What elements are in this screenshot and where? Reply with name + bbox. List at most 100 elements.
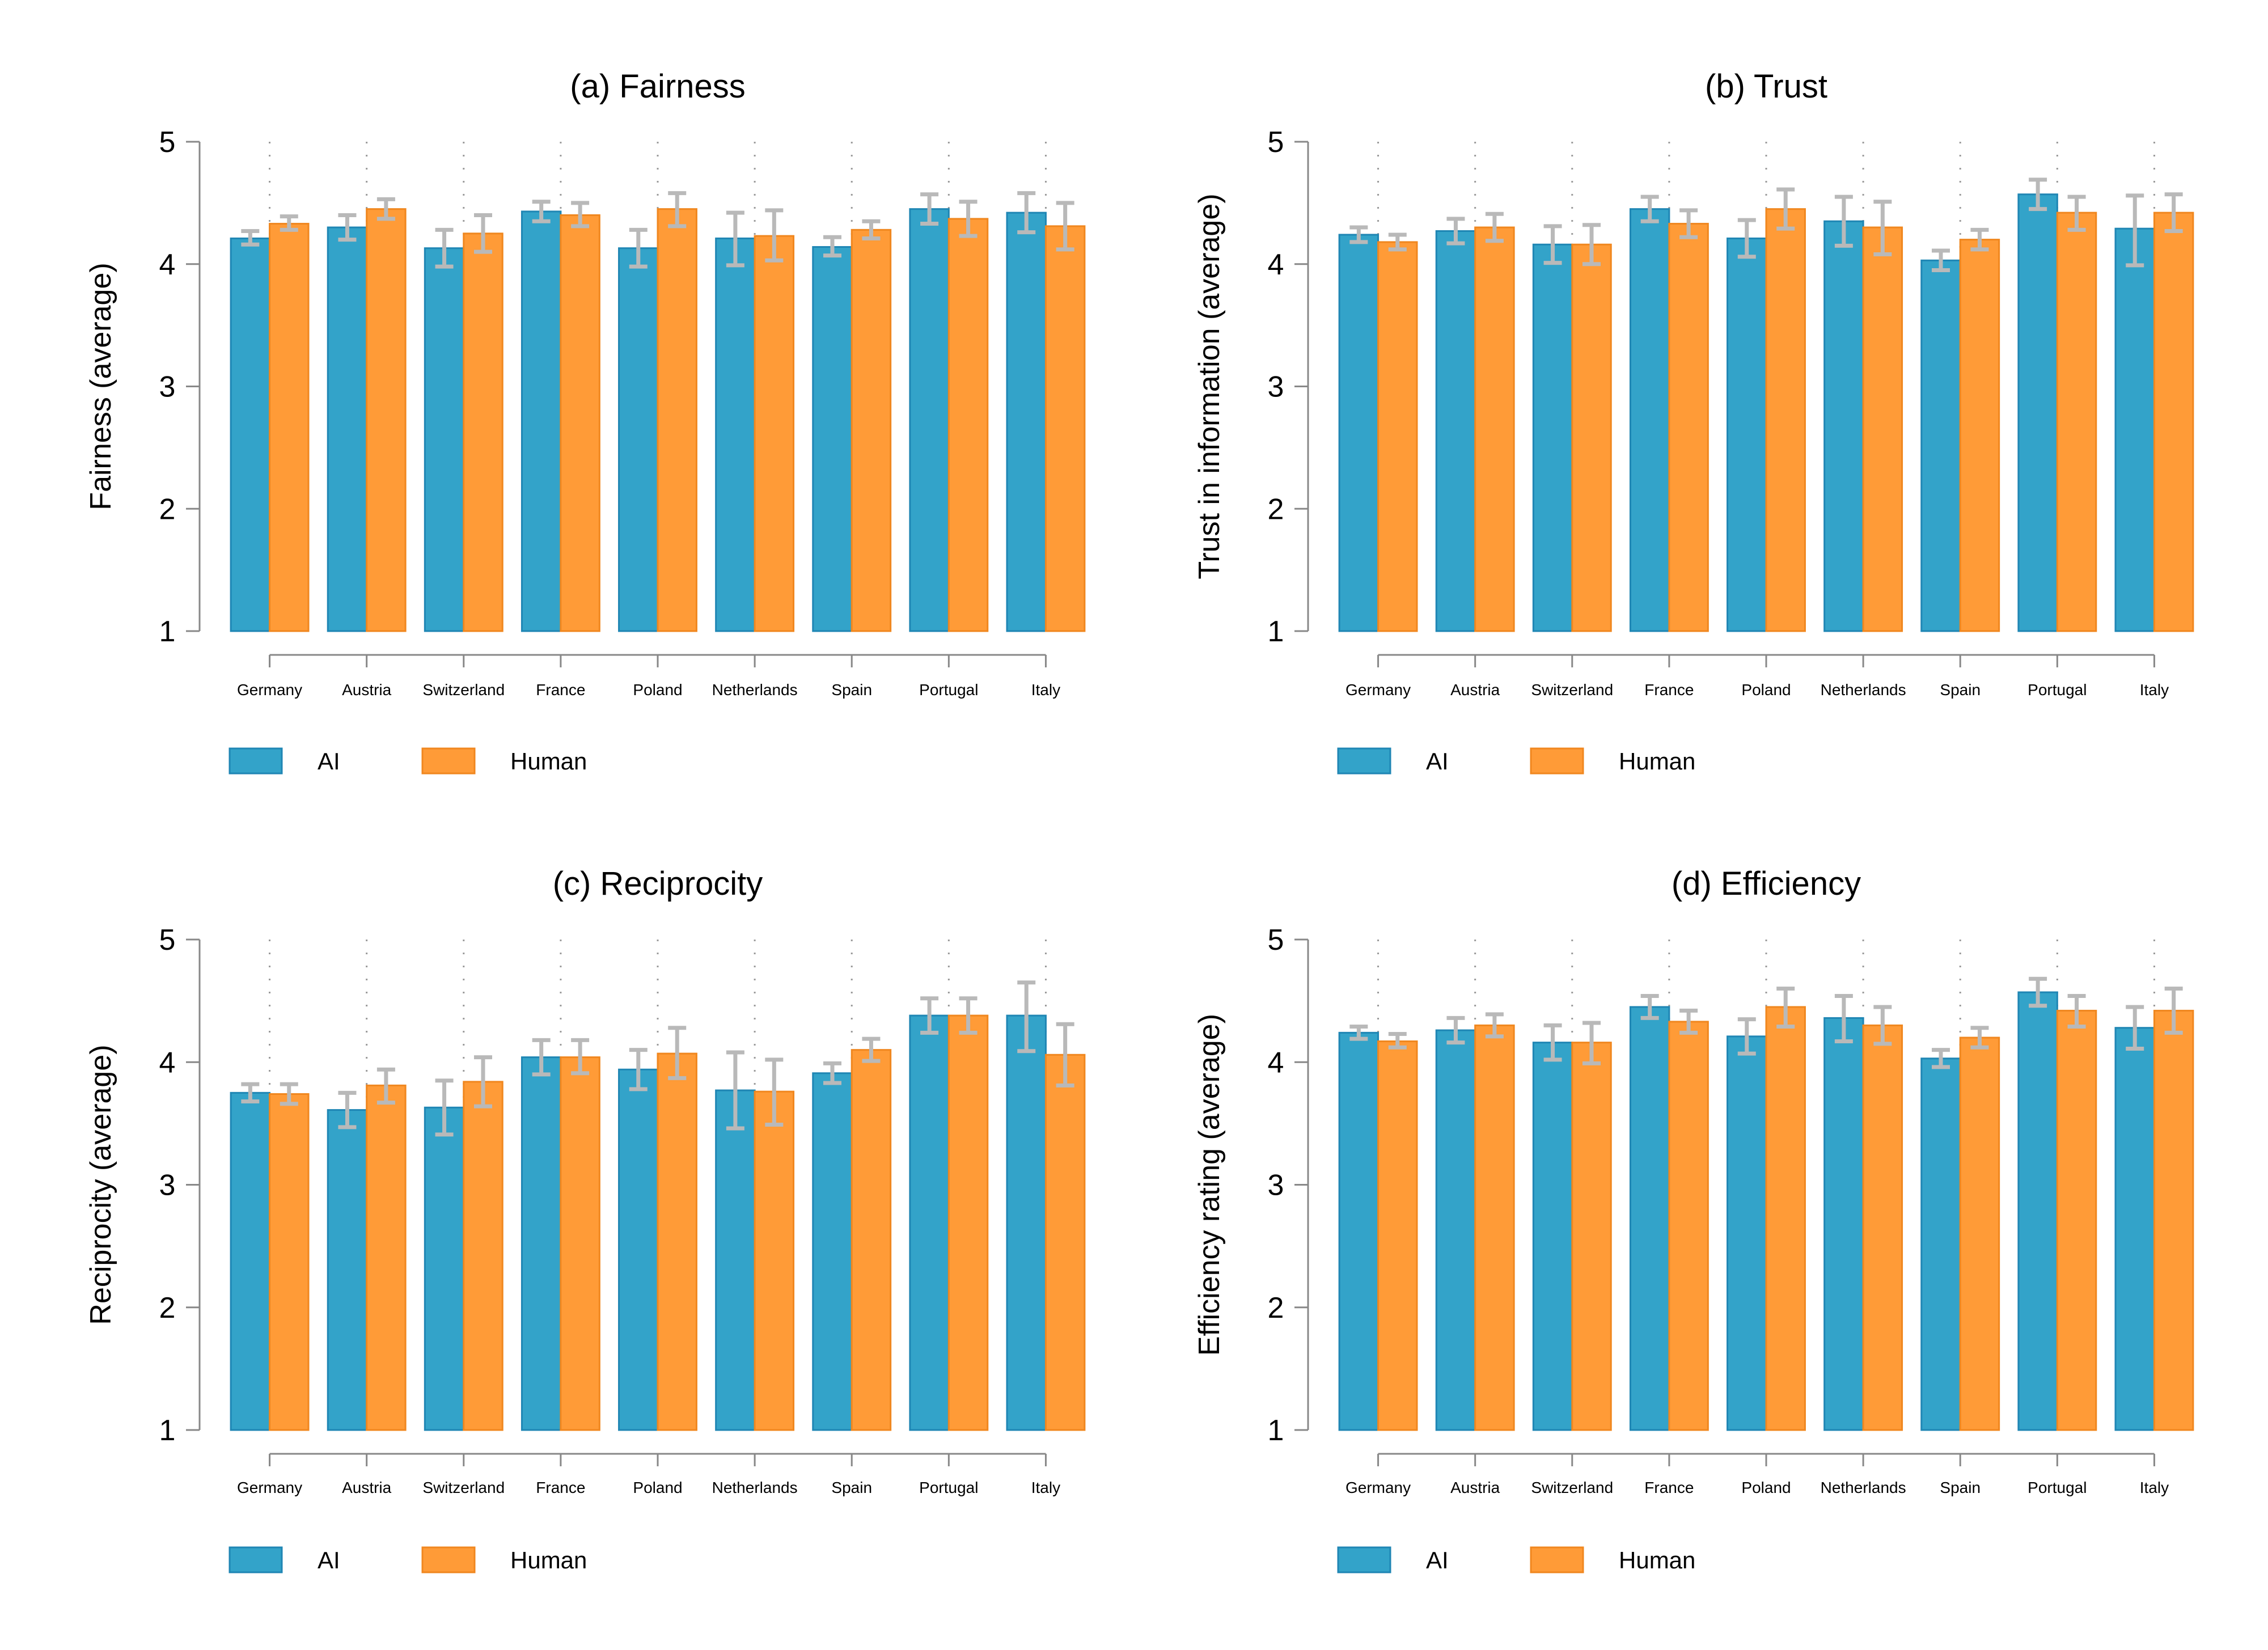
error-bar-human-netherlands — [1873, 200, 1892, 256]
error-bar-ai-portugal — [2029, 976, 2047, 1008]
y-tick-label: 3 — [159, 1169, 176, 1202]
bar-ai-switzerland — [1532, 243, 1573, 632]
error-bar-ai-poland — [1737, 1017, 1756, 1056]
x-tick-label: France — [536, 681, 585, 699]
y-tick-label: 5 — [1268, 126, 1284, 159]
x-tick-label: Austria — [342, 681, 392, 699]
y-tick-label: 3 — [1268, 1169, 1284, 1202]
legend-label-human: Human — [1619, 748, 1695, 775]
y-tick-label: 1 — [1268, 1414, 1284, 1447]
x-tick-label: Portugal — [2028, 1479, 2087, 1496]
legend-label-ai: AI — [318, 1547, 340, 1573]
bar-human-poland — [1765, 208, 1806, 632]
bar-ai-poland — [618, 1068, 659, 1431]
error-bar-ai-poland — [629, 1048, 648, 1091]
bar-ai-germany — [230, 1091, 271, 1431]
bar-ai-germany — [1338, 1031, 1380, 1431]
bar-human-italy — [1044, 1054, 1086, 1431]
bar-ai-austria — [1435, 1029, 1476, 1431]
error-bar-human-poland — [668, 1026, 687, 1080]
error-bar-human-italy — [1056, 201, 1074, 252]
x-tick-label: Spain — [1940, 681, 1981, 699]
bar-ai-portugal — [909, 208, 950, 632]
error-bar-human-portugal — [959, 200, 978, 238]
x-tick-label: France — [1644, 681, 1694, 699]
bar-ai-netherlands — [715, 237, 756, 632]
bar-human-switzerland — [463, 232, 503, 632]
error-bar-human-poland — [1776, 987, 1795, 1029]
x-tick-label: Austria — [1450, 1479, 1500, 1496]
error-bar-ai-portugal — [920, 996, 939, 1035]
error-bar-ai-italy — [1017, 980, 1036, 1054]
legend-swatch-ai — [1337, 747, 1391, 775]
error-bar-ai-netherlands — [1834, 993, 1853, 1043]
x-tick-label: France — [1644, 1479, 1694, 1496]
error-bar-ai-poland — [1737, 218, 1756, 259]
bar-ai-italy — [2114, 227, 2155, 632]
error-bar-human-austria — [1485, 1012, 1504, 1039]
error-bar-ai-austria — [1446, 217, 1465, 246]
error-bar-human-portugal — [959, 996, 978, 1035]
error-bar-ai-netherlands — [726, 210, 744, 268]
error-bar-human-netherlands — [765, 208, 784, 263]
bar-ai-italy — [1006, 211, 1047, 632]
bar-human-netherlands — [754, 235, 795, 632]
error-bar-human-spain — [862, 219, 881, 240]
bar-ai-austria — [327, 226, 368, 632]
error-bar-human-italy — [2164, 192, 2183, 233]
y-tick-label: 5 — [159, 126, 176, 159]
error-bar-human-austria — [1485, 211, 1504, 243]
bar-human-france — [1668, 1021, 1709, 1431]
x-tick-label: Portugal — [919, 681, 978, 699]
bar-ai-france — [1629, 208, 1670, 632]
bar-human-austria — [366, 1084, 407, 1431]
error-bar-human-france — [1679, 1008, 1698, 1035]
y-tick-label: 1 — [1268, 615, 1284, 648]
legend-label-human: Human — [510, 1547, 587, 1573]
error-bar-human-germany — [1388, 232, 1407, 252]
y-tick-label: 2 — [159, 493, 176, 526]
bar-human-austria — [1474, 1024, 1515, 1431]
bar-ai-france — [1629, 1006, 1670, 1431]
bar-human-france — [560, 214, 600, 632]
error-bar-ai-netherlands — [1834, 194, 1853, 248]
bar-human-spain — [850, 1049, 892, 1431]
bar-ai-germany — [1338, 234, 1380, 632]
error-bar-human-italy — [2164, 987, 2183, 1035]
x-tick-label: Poland — [633, 1479, 682, 1496]
chart-title: (c) Reciprocity — [553, 865, 763, 902]
bar-ai-france — [521, 210, 562, 632]
legend-label-ai: AI — [1426, 748, 1449, 775]
error-bar-ai-austria — [338, 213, 357, 242]
x-tick-label: Germany — [1345, 1479, 1411, 1496]
bar-human-poland — [657, 208, 697, 632]
legend: AI Human — [229, 1546, 587, 1573]
bar-ai-italy — [2114, 1027, 2155, 1431]
chart-panel-2: (b) Trust Trust in information (average) 1… — [1193, 68, 2194, 775]
error-bar-ai-france — [1640, 194, 1659, 223]
chart-panel-3: (c) Reciprocity Reciprocity (average) 1 2 3 4… — [84, 865, 1086, 1573]
error-bar-human-spain — [1970, 1026, 1989, 1050]
bar-human-germany — [1377, 241, 1418, 632]
error-bar-ai-netherlands — [726, 1050, 744, 1131]
error-bar-human-spain — [1970, 227, 1989, 252]
error-bar-human-france — [1679, 208, 1698, 239]
legend-swatch-ai — [229, 1546, 283, 1573]
bar-ai-austria — [327, 1109, 368, 1431]
error-bar-ai-switzerland — [1543, 1023, 1562, 1062]
bar-ai-poland — [618, 247, 659, 632]
error-bar-ai-switzerland — [1543, 224, 1562, 265]
bar-ai-netherlands — [1823, 1017, 1864, 1431]
y-axis-label: Trust in information (average) — [1193, 193, 1226, 579]
x-tick-label: Germany — [237, 681, 302, 699]
error-bar-ai-austria — [1446, 1016, 1465, 1045]
error-bar-ai-spain — [1932, 1048, 1950, 1069]
x-tick-label: Switzerland — [1531, 1479, 1613, 1496]
bar-human-italy — [1044, 225, 1086, 632]
error-bar-human-austria — [376, 197, 395, 221]
y-tick-label: 3 — [1268, 371, 1284, 404]
bar-human-portugal — [2056, 211, 2097, 632]
bar-human-poland — [1765, 1006, 1806, 1431]
error-bar-human-poland — [668, 191, 687, 229]
